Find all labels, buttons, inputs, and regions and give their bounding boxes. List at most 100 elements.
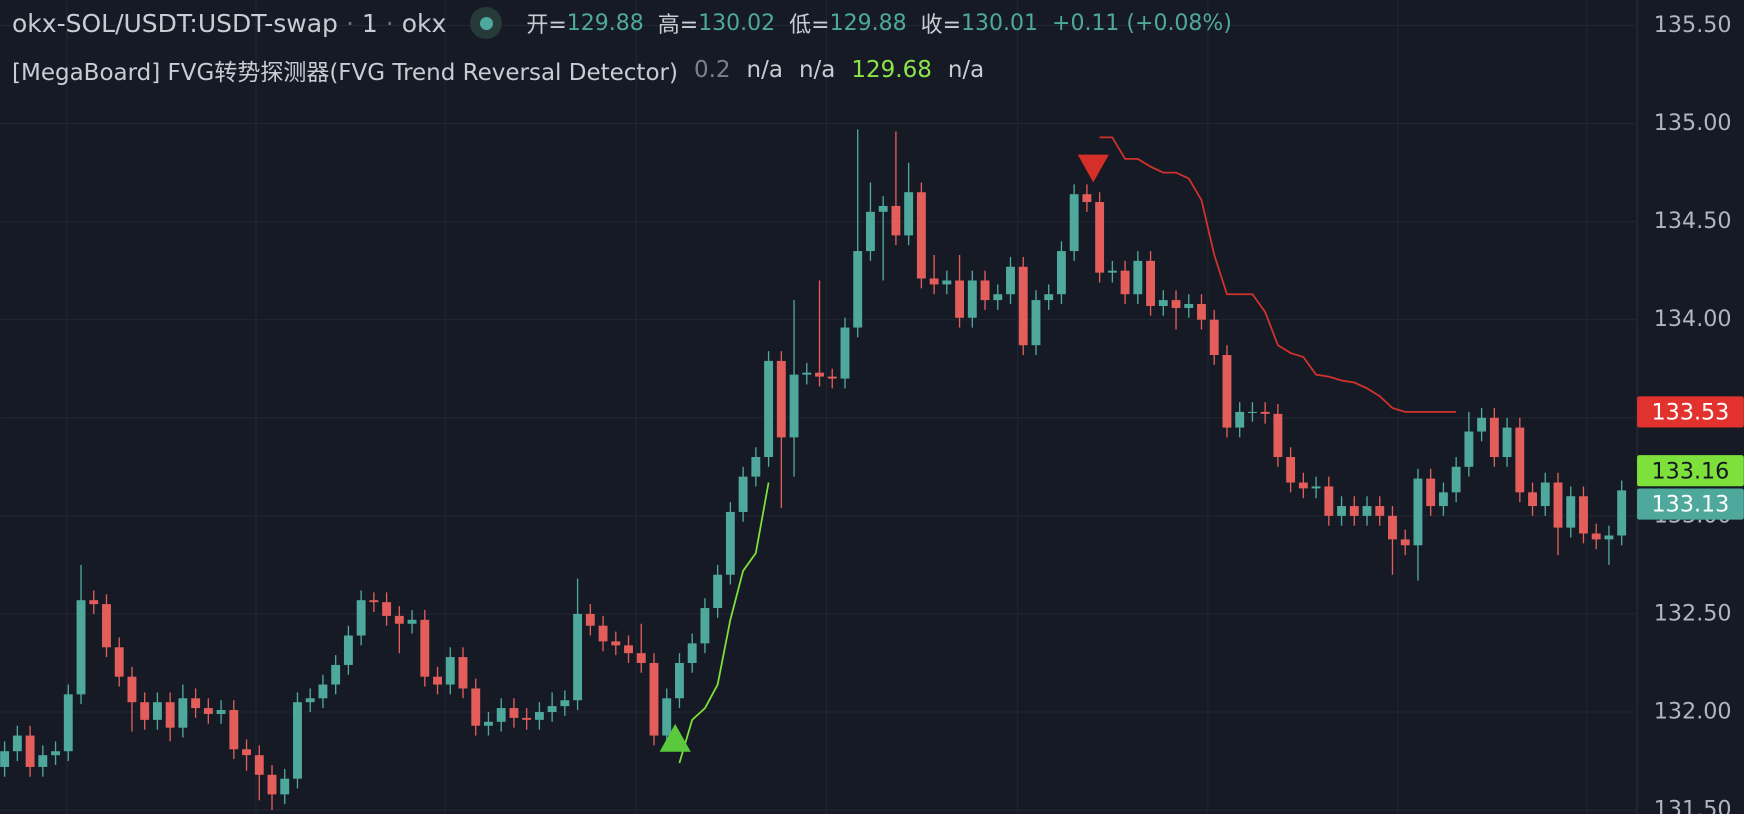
candle-body (509, 708, 519, 718)
candle-body (547, 706, 557, 713)
candle-body (560, 700, 570, 707)
candle-body (1375, 506, 1385, 516)
candle-body (407, 619, 417, 624)
candle-body (1349, 506, 1359, 516)
candle-body (1056, 251, 1066, 295)
candle-body (1095, 202, 1105, 273)
candle-body (1591, 533, 1601, 540)
candle-body (102, 604, 111, 648)
candle-body (178, 698, 188, 728)
candle-body (89, 600, 99, 605)
candle-body (127, 676, 137, 703)
indicator-value: 0.2 (693, 57, 731, 83)
candle-body (1273, 413, 1283, 458)
separator: · (385, 8, 394, 38)
y-tick-label: 135.50 (1654, 12, 1732, 38)
candle-body (1400, 539, 1410, 546)
candle-body (980, 280, 990, 301)
candle-body (853, 251, 863, 328)
candle-body (1006, 266, 1015, 295)
candle-body (1528, 492, 1537, 507)
price-label: 133.16 (1652, 458, 1730, 484)
candle-body (76, 600, 86, 695)
price-label-box (1637, 455, 1744, 487)
market-status[interactable] (470, 7, 503, 39)
candle-body (63, 694, 73, 752)
candle-body (764, 360, 774, 458)
candle-body (203, 708, 213, 714)
symbol-header: okx-SOL/USDT:USDT-swap · 1 · okx 开= 129.8… (12, 4, 1232, 42)
candle-body (624, 645, 633, 654)
candle-body (1553, 482, 1563, 528)
candle-body (0, 751, 10, 767)
y-tick-label: 131.50 (1654, 797, 1732, 814)
price-label: 133.53 (1652, 400, 1730, 426)
candle-body (789, 374, 799, 438)
candle-body (1209, 319, 1219, 356)
indicator-line (1099, 136, 1457, 413)
candle-body (318, 684, 328, 699)
candle-body (611, 641, 621, 646)
candle-body (1324, 486, 1334, 516)
candle-body (522, 717, 532, 720)
candle-body (1388, 515, 1397, 540)
ohlc-value: 130.02 (698, 10, 776, 36)
candle-body (1235, 411, 1245, 428)
candle-body (471, 688, 481, 726)
indicator-legend[interactable]: [MegaBoard] FVG转势探测器(FVG Trend Reversal … (12, 52, 1000, 88)
ohlc-label: 收= (920, 13, 962, 38)
candle-body (751, 457, 761, 477)
candle-body (1337, 506, 1346, 516)
candle-body (140, 702, 150, 720)
candle-body (1311, 486, 1321, 489)
candle-body (1566, 496, 1576, 528)
ohlc-label: 低= (789, 13, 830, 38)
candle-body (967, 280, 977, 318)
candle-body (1286, 457, 1296, 483)
ohlc-label: 开= (526, 13, 567, 38)
candle-body (293, 702, 302, 779)
candle-body (1540, 482, 1550, 507)
indicator-value: n/a (798, 57, 836, 83)
candle-body (38, 755, 48, 767)
candle-body (738, 476, 748, 512)
candle-body (534, 712, 544, 720)
candle-body (1617, 490, 1627, 536)
candle-body (1579, 496, 1588, 534)
candle-body (1438, 492, 1448, 507)
candle-body (916, 192, 926, 279)
candle-body (1298, 482, 1308, 489)
candle-body (802, 372, 812, 375)
candle-body (1069, 194, 1079, 252)
candle-body (815, 372, 824, 377)
candle-body (878, 205, 888, 212)
candle-body (725, 511, 735, 575)
exchange: okx (401, 8, 447, 38)
buy-signal (659, 723, 691, 752)
candle-body (1018, 266, 1028, 346)
candle-body (1260, 411, 1270, 414)
candle-body (1604, 535, 1614, 540)
candle-body (1247, 411, 1257, 414)
candle-body (713, 574, 723, 609)
candle-body (12, 735, 22, 752)
candle-body (636, 653, 646, 663)
candle-body (662, 698, 672, 736)
candle-body (254, 755, 264, 775)
price-label: 133.13 (1652, 492, 1730, 518)
candle-body (343, 635, 353, 665)
indicator-name: [MegaBoard] FVG转势探测器(FVG Trend Reversal … (12, 60, 678, 86)
candle-body (267, 774, 277, 795)
candle-body (1107, 270, 1117, 273)
symbol: okx-SOL/USDT:USDT-swap (12, 8, 338, 38)
candle-body (1158, 300, 1168, 306)
candle-body (1044, 294, 1054, 301)
candle-body (305, 698, 315, 703)
candle-body (573, 613, 583, 701)
candle-body (904, 192, 914, 236)
change: +0.11 (+0.08%) (1052, 10, 1232, 36)
candle-body (25, 735, 35, 767)
candle-body (242, 749, 251, 756)
